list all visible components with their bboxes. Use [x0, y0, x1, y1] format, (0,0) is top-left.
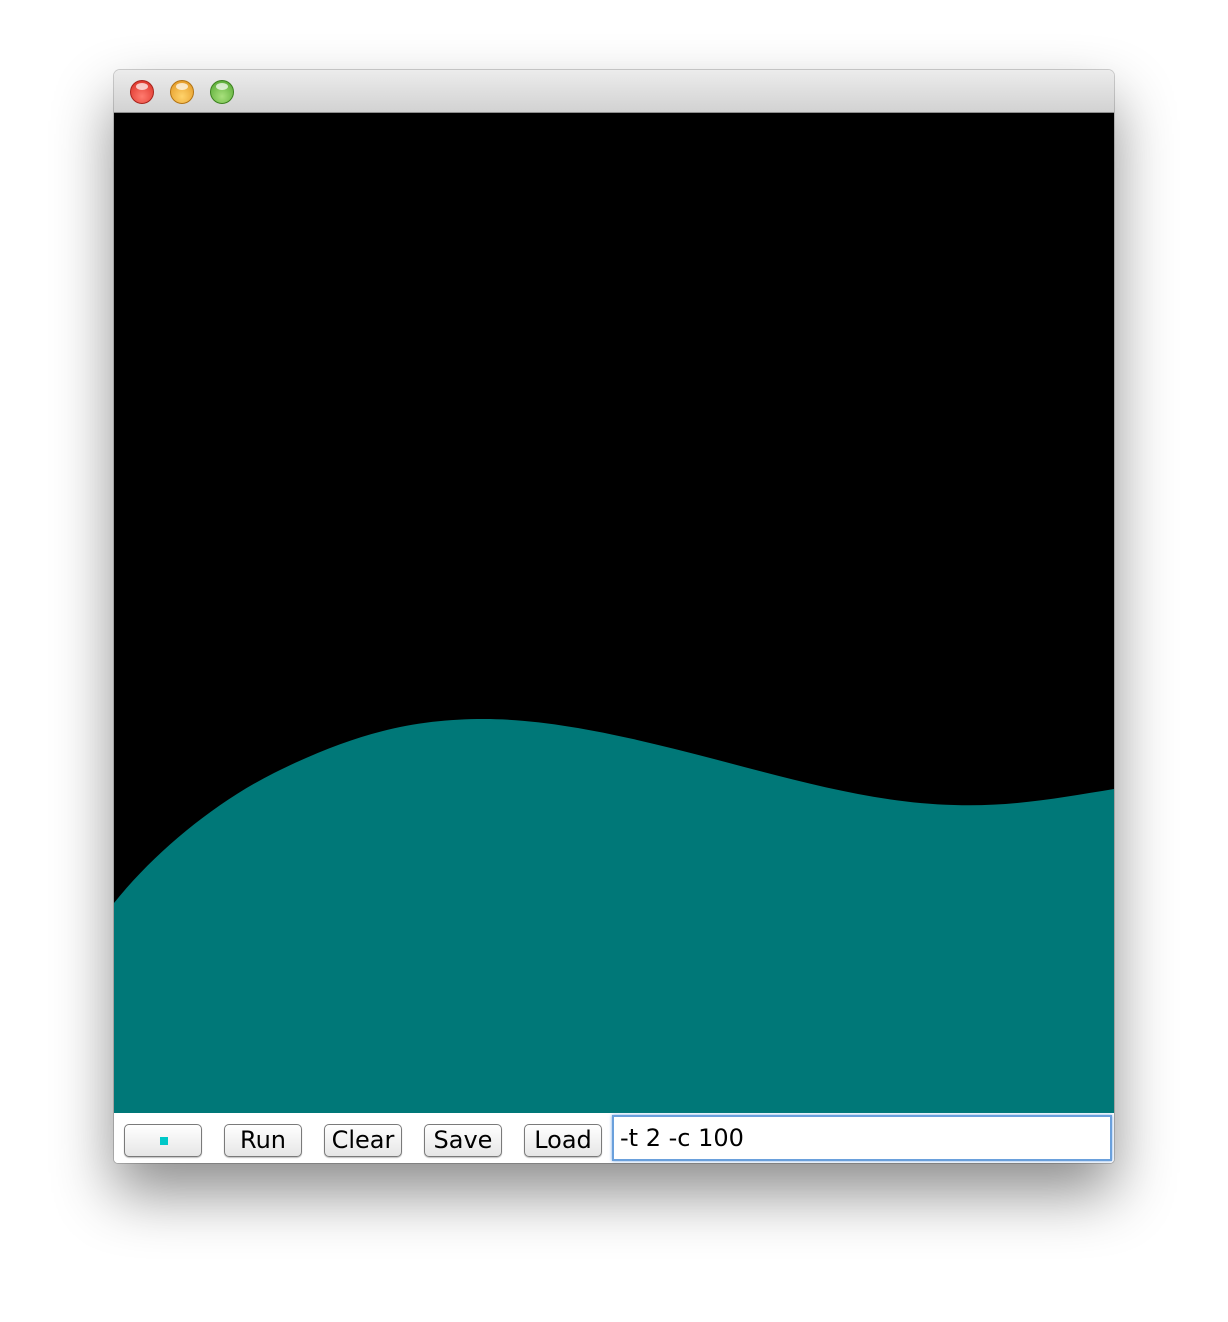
color-picker-button[interactable] [124, 1124, 202, 1157]
canvas-svg [114, 113, 1114, 1113]
clear-button[interactable]: Clear [324, 1124, 402, 1157]
save-button-label: Save [433, 1126, 493, 1154]
load-button[interactable]: Load [524, 1124, 602, 1157]
save-button[interactable]: Save [424, 1124, 502, 1157]
minimize-window-button[interactable] [170, 80, 194, 104]
run-button[interactable]: Run [224, 1124, 302, 1157]
close-window-button[interactable] [130, 80, 154, 104]
load-button-label: Load [534, 1126, 592, 1154]
control-bar: Run Clear Save Load [114, 1113, 1114, 1163]
command-input[interactable] [612, 1115, 1112, 1161]
color-swatch [160, 1137, 168, 1145]
title-bar[interactable] [114, 70, 1114, 113]
clear-button-label: Clear [331, 1126, 395, 1154]
run-button-label: Run [239, 1126, 287, 1154]
maximize-window-button[interactable] [210, 80, 234, 104]
app-window: Run Clear Save Load [114, 70, 1114, 1163]
teal-wave-fill [114, 719, 1114, 1113]
drawing-canvas[interactable] [114, 113, 1114, 1113]
